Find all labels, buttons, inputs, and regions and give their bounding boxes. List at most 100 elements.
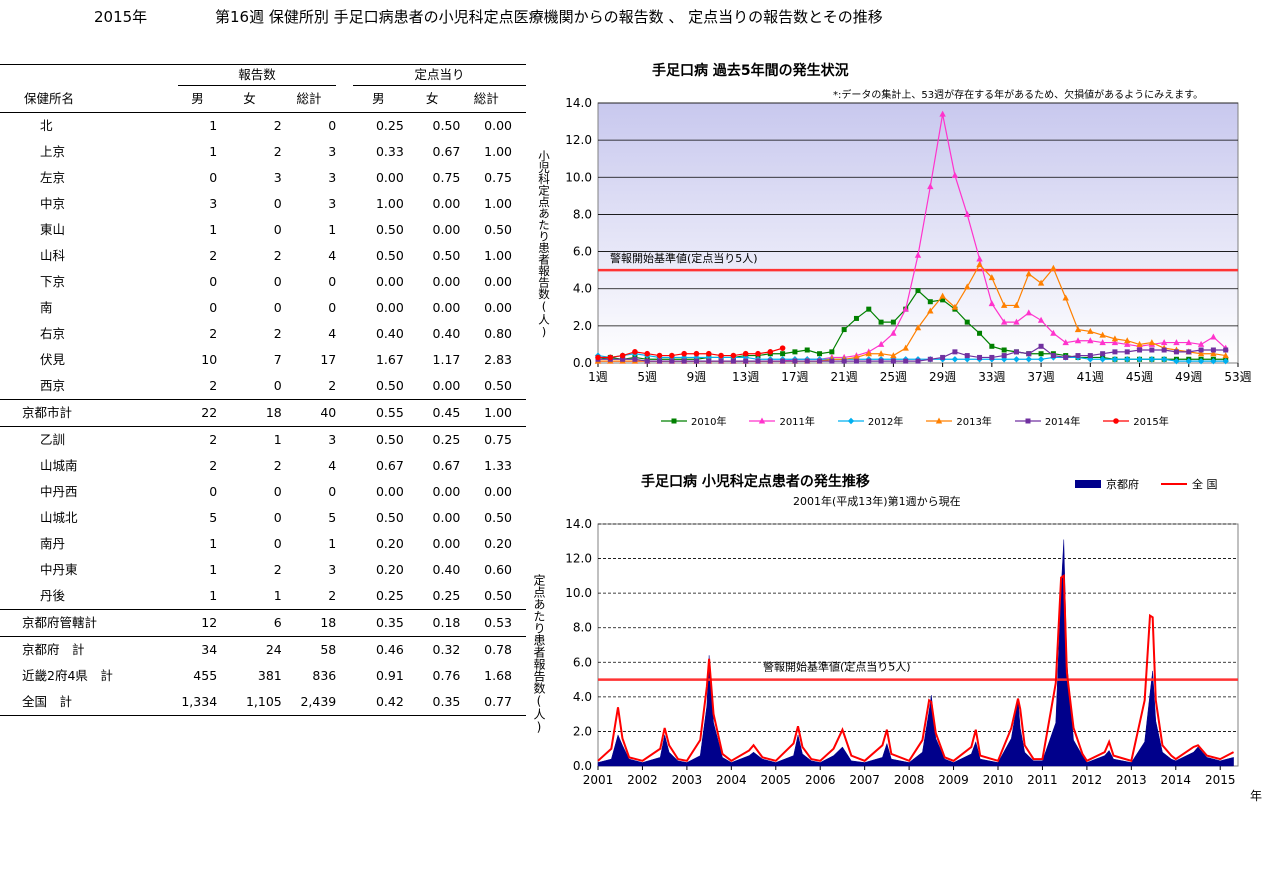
row-per-total: 1.00 [484, 144, 512, 159]
row-per-male: 0.46 [375, 642, 404, 657]
row-per-male: 0.50 [375, 432, 404, 447]
table-row: 南 0 0 0 0.00 0.00 0.00 [0, 295, 526, 321]
row-per-total: 2.83 [484, 352, 512, 367]
row-per-total: 0.53 [460, 609, 526, 637]
row-per-male: 0.00 [375, 484, 404, 499]
chart1-legend-marker [847, 417, 855, 424]
chart1-point [902, 344, 909, 351]
chart1-point [1173, 349, 1179, 355]
chart1-point [1173, 357, 1180, 365]
chart2-ylabel: 定点あたり患者報告数(人) [532, 574, 546, 734]
row-name: 中丹東 [40, 562, 78, 577]
chart1-point [1013, 356, 1020, 363]
row-female: 2 [273, 458, 282, 473]
col-header-total: 総計 [296, 91, 322, 106]
chart1-point [1161, 347, 1167, 353]
chart1-legend-item: 2010年 [660, 413, 726, 428]
chart1-point [1111, 339, 1119, 346]
chart1-point [1136, 340, 1143, 347]
chart1-point [940, 297, 946, 303]
row-per-female: 0.32 [432, 642, 461, 657]
col-header-per-male: 男 [372, 91, 385, 106]
row-male: 1 [209, 562, 218, 577]
row-per-female: 0.00 [432, 300, 461, 315]
row-per-female: 0.50 [403, 112, 461, 139]
chart2-title: 手足口病 小児科定点患者の発生推移 [641, 474, 870, 490]
chart1-point [1124, 349, 1130, 355]
row-female: 0 [273, 536, 282, 551]
row-per-female: 0.50 [432, 248, 461, 263]
chart1-point [976, 255, 983, 262]
table-row: 中丹西 0 0 0 0.00 0.00 0.00 [0, 479, 526, 505]
chart1-threshold-label: 警報開始基準値(定点当り5人) [610, 251, 758, 265]
chart1-xtick-label: 53週 [1224, 370, 1251, 384]
chart1-point [1197, 350, 1205, 357]
table-header-row: 保健所名 男 女 総計 男 女 総計 [0, 86, 526, 113]
table-row: 乙訓 2 1 3 0.50 0.25 0.75 [0, 427, 526, 454]
row-total: 4 [328, 326, 337, 341]
row-per-male: 0.35 [353, 609, 404, 637]
chart2-xtick-label: 2007 [849, 773, 880, 787]
chart1-legend-label: 2014年 [1044, 417, 1081, 428]
chart2-xtick-label: 2002 [627, 773, 658, 787]
chart2-xtick-label: 2011 [1027, 773, 1058, 787]
row-male: 34 [201, 642, 218, 657]
chart1-point [1099, 356, 1106, 363]
row-per-male: 0.50 [375, 222, 404, 237]
row-per-total: 1.00 [484, 248, 512, 263]
row-total: 58 [320, 642, 337, 657]
chart1-point [1025, 309, 1032, 316]
row-total: 3 [328, 562, 337, 577]
chart1-point [1075, 353, 1081, 359]
chart1-point [1124, 337, 1131, 344]
chart1-xtick-label: 45週 [1126, 370, 1153, 384]
chart2-xtick-label: 2015 [1205, 773, 1236, 787]
row-name: 上京 [40, 144, 66, 159]
row-per-total: 0.50 [484, 222, 512, 237]
row-per-male: 0.25 [375, 588, 404, 603]
chart2-xtick-label: 2009 [938, 773, 969, 787]
chart1-point [927, 356, 933, 362]
row-per-female: 0.00 [432, 536, 461, 551]
row-total: 4 [328, 458, 337, 473]
chart1-point [853, 353, 860, 360]
row-total: 3 [328, 432, 337, 447]
chart1-point [939, 292, 946, 299]
report-table-container: 報告数 定点当り 保健所名 男 女 総計 男 女 総計 北 1 2 0 0.25 0.50… [0, 64, 526, 716]
chart1-point [779, 345, 786, 351]
chart1-point [939, 110, 946, 117]
chart1-point [927, 183, 934, 190]
chart1-point [878, 319, 884, 325]
chart1-point [964, 210, 971, 217]
chart1-point [1013, 318, 1020, 325]
chart1-legend-label: 2010年 [691, 417, 727, 428]
row-female: 0 [273, 222, 282, 237]
row-name: 京都府管轄計 [0, 609, 178, 637]
chart2-xtick-label: 2010 [983, 773, 1014, 787]
chart1-point [878, 358, 884, 364]
chart1-point [632, 356, 638, 362]
chart1-point [1000, 301, 1008, 308]
chart1-point [1210, 357, 1217, 365]
row-total: 3 [328, 170, 337, 185]
chart2-legend-item: 全 国 [1161, 476, 1218, 492]
row-total: 2 [328, 378, 337, 393]
row-female: 2 [273, 562, 282, 577]
chart1-ytick-label: 8.0 [573, 207, 592, 221]
chart1-point [829, 358, 835, 364]
chart2-legend-swatch [1161, 483, 1187, 485]
chart1-point [1087, 356, 1094, 363]
table-row: 南丹 1 0 1 0.20 0.00 0.20 [0, 531, 526, 557]
chart2-ytick-label: 14.0 [565, 517, 592, 531]
chart1-legend-swatch [1014, 418, 1041, 423]
row-name: 中京 [40, 196, 66, 211]
chart1-point [1037, 316, 1045, 323]
chart2-xtick-label: 2006 [805, 773, 836, 787]
chart1-xtick-label: 9週 [687, 370, 707, 384]
chart1-point [1222, 357, 1229, 365]
table-row: 丹後 1 1 2 0.25 0.25 0.50 [0, 583, 526, 610]
row-per-female: 0.35 [403, 689, 461, 716]
chart1-point [1087, 337, 1094, 344]
row-per-male: 0.20 [375, 562, 404, 577]
row-per-male: 0.42 [353, 689, 404, 716]
